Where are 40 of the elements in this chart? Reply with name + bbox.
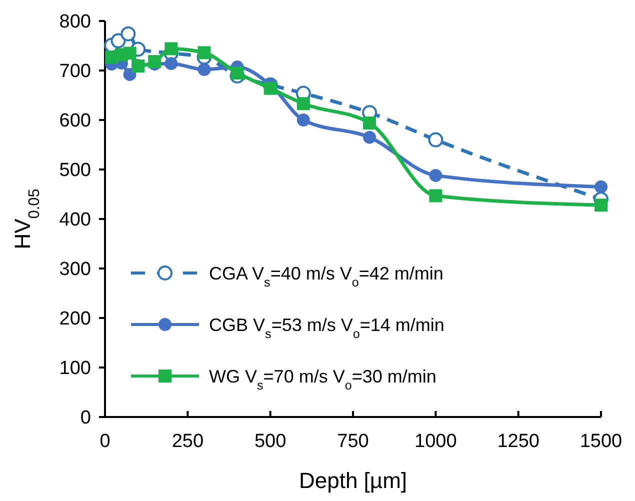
y-tick-label: 700 bbox=[59, 61, 91, 82]
point bbox=[296, 114, 310, 126]
point bbox=[264, 82, 277, 95]
legend-label: CGA V$_{s}$=40 m/s V$_{o}$=42 m/min bbox=[209, 263, 444, 290]
y-tick-label: 0 bbox=[80, 408, 91, 429]
point bbox=[164, 42, 178, 56]
y-tick-label: 800 bbox=[59, 12, 91, 33]
y-tick-label: 600 bbox=[59, 110, 91, 132]
point bbox=[164, 57, 178, 70]
point bbox=[148, 55, 162, 68]
point bbox=[123, 68, 136, 81]
point bbox=[123, 46, 136, 60]
x-tick-label: 1000 bbox=[414, 431, 457, 452]
point bbox=[363, 130, 376, 144]
point bbox=[198, 46, 211, 60]
x-tick-label: 500 bbox=[254, 431, 286, 452]
y-tick-label: 200 bbox=[59, 308, 91, 330]
point bbox=[363, 116, 376, 130]
y-tick-label: 300 bbox=[59, 259, 91, 280]
point bbox=[230, 66, 244, 80]
point bbox=[296, 97, 310, 110]
x-tick-label: 1500 bbox=[580, 431, 622, 452]
x-tick-label: 0 bbox=[100, 431, 110, 452]
point bbox=[198, 63, 211, 76]
legend-label: WG V$_{s}$=70 m/s V$_{o}$=30 m/min bbox=[209, 366, 436, 392]
y-tick-label: 400 bbox=[59, 210, 91, 231]
point bbox=[594, 198, 608, 212]
point bbox=[120, 26, 136, 42]
x-tick-label: 750 bbox=[337, 431, 369, 452]
point bbox=[429, 168, 442, 182]
y-tick-label: 500 bbox=[59, 160, 91, 182]
point bbox=[428, 132, 444, 148]
x-tick-label: 250 bbox=[172, 431, 204, 452]
point bbox=[429, 189, 442, 202]
point bbox=[110, 33, 126, 48]
point bbox=[594, 180, 608, 194]
x-axis-title: Depth [µm] bbox=[298, 468, 408, 493]
y-tick-label: 100 bbox=[59, 358, 91, 380]
x-tick-label: 1250 bbox=[497, 431, 540, 452]
legend-label: CGB V$_{s}$=53 m/s V$_{o}$=14 m/min bbox=[209, 314, 444, 341]
